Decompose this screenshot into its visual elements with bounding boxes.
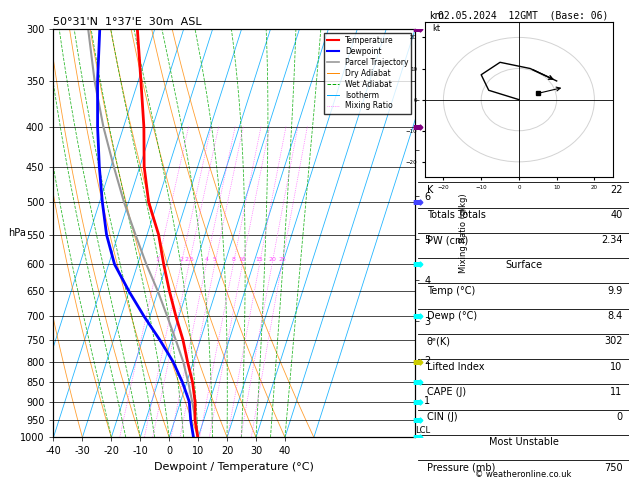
Text: Pressure (mb): Pressure (mb) [426, 463, 495, 473]
Text: PW (cm): PW (cm) [426, 235, 468, 245]
Text: 11: 11 [610, 387, 623, 397]
Text: 22: 22 [610, 185, 623, 195]
Text: 02.05.2024  12GMT  (Base: 06): 02.05.2024 12GMT (Base: 06) [438, 11, 609, 21]
Text: 10: 10 [610, 362, 623, 372]
Text: Temp (°C): Temp (°C) [426, 286, 475, 296]
Text: 4: 4 [204, 257, 208, 262]
Text: LCL: LCL [415, 426, 430, 435]
Text: 15: 15 [255, 257, 264, 262]
Text: km: km [430, 11, 445, 21]
Text: © weatheronline.co.uk: © weatheronline.co.uk [476, 469, 572, 479]
Text: 40: 40 [610, 210, 623, 220]
Text: θᵉ(K): θᵉ(K) [426, 336, 451, 347]
Text: Surface: Surface [505, 260, 542, 271]
Text: K: K [426, 185, 433, 195]
Text: 10: 10 [238, 257, 247, 262]
Text: 8.4: 8.4 [608, 311, 623, 321]
Text: Totals Totals: Totals Totals [426, 210, 486, 220]
Text: ASL: ASL [430, 37, 448, 47]
Text: kt: kt [432, 24, 440, 33]
Text: 302: 302 [604, 336, 623, 347]
Text: CAPE (J): CAPE (J) [426, 387, 466, 397]
X-axis label: Dewpoint / Temperature (°C): Dewpoint / Temperature (°C) [154, 462, 314, 472]
Text: 0: 0 [616, 412, 623, 422]
Text: hPa: hPa [8, 228, 26, 238]
Text: 5: 5 [213, 257, 217, 262]
Text: 750: 750 [604, 463, 623, 473]
Text: Lifted Index: Lifted Index [426, 362, 484, 372]
Text: 2.34: 2.34 [601, 235, 623, 245]
Text: 2: 2 [179, 257, 183, 262]
Text: 25: 25 [278, 257, 286, 262]
Text: Most Unstable: Most Unstable [489, 437, 559, 448]
Text: Mixing Ratio (g/kg): Mixing Ratio (g/kg) [459, 193, 467, 273]
Text: 20: 20 [268, 257, 276, 262]
Text: 8: 8 [231, 257, 235, 262]
Text: 1: 1 [156, 257, 160, 262]
Text: CIN (J): CIN (J) [426, 412, 457, 422]
Text: 50°31'N  1°37'E  30m  ASL: 50°31'N 1°37'E 30m ASL [53, 17, 202, 27]
Text: 2.5: 2.5 [184, 257, 194, 262]
Text: 9.9: 9.9 [608, 286, 623, 296]
Text: Dewp (°C): Dewp (°C) [426, 311, 477, 321]
Legend: Temperature, Dewpoint, Parcel Trajectory, Dry Adiabat, Wet Adiabat, Isotherm, Mi: Temperature, Dewpoint, Parcel Trajectory… [324, 33, 411, 114]
